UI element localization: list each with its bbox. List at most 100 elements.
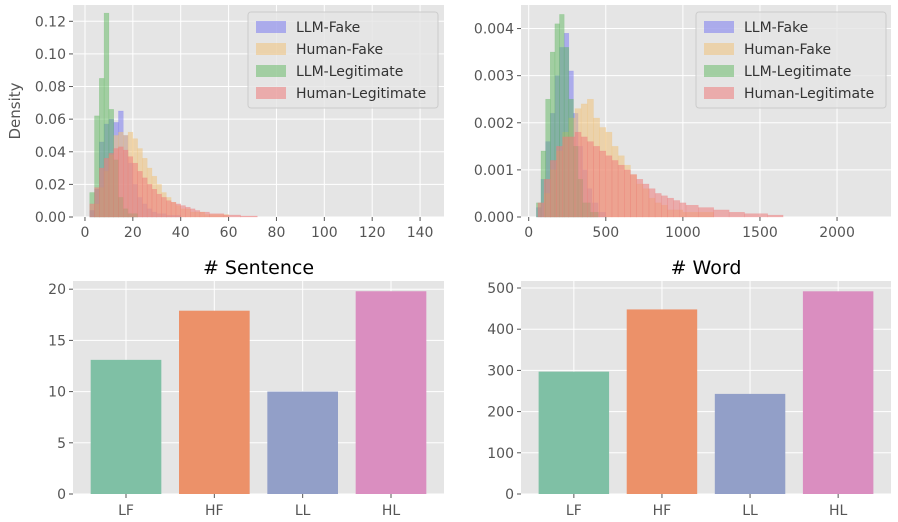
histogram-bar (199, 211, 210, 218)
bar-hf (179, 310, 250, 494)
y-tick-label: 0.06 (35, 112, 66, 128)
x-tick-label: 2000 (819, 225, 855, 241)
histogram-bar (137, 171, 143, 218)
histogram-bar (587, 141, 594, 218)
histogram-bar (543, 179, 551, 218)
legend-swatch (256, 87, 286, 99)
y-tick-label: 300 (487, 363, 514, 379)
histogram-bar (146, 184, 153, 218)
y-tick-label: 0.04 (35, 145, 66, 161)
legend-label: Human-Legitimate (744, 86, 874, 102)
histogram-bar (108, 153, 114, 218)
histogram-bar (661, 195, 668, 218)
series-human-legitimate (537, 131, 784, 218)
legend-box (247, 11, 439, 109)
legend-swatch (704, 21, 734, 33)
histogram-bar (161, 197, 167, 218)
histogram-bar (642, 183, 650, 218)
histogram-bar (142, 177, 148, 218)
y-tick-label: 0.02 (35, 177, 66, 193)
x-tick-label: 1500 (742, 225, 778, 241)
histogram-bar (654, 193, 662, 218)
x-tick-label: 20 (124, 225, 142, 241)
histogram-bar (624, 169, 631, 218)
y-tick-label: 400 (487, 322, 514, 338)
x-tick-label: LF (566, 503, 582, 519)
y-tick-label: 0 (57, 487, 66, 503)
histogram-bar (194, 210, 201, 218)
histogram-bar (698, 207, 714, 218)
legend-label: LLM-Legitimate (296, 64, 403, 80)
histogram-bar (170, 202, 177, 218)
chart-title: # Sentence (203, 257, 314, 279)
y-tick-label: 0.12 (35, 14, 66, 30)
x-tick-label: 100 (311, 225, 338, 241)
legend: LLM-Fake Human-Fake LLM-Legitimate Human-Le… (247, 11, 439, 109)
y-tick-label: 100 (487, 446, 514, 462)
histogram-bar (118, 146, 124, 218)
x-tick-label: 0 (81, 225, 90, 241)
histogram-bar (103, 158, 110, 218)
y-axis-label: Density (6, 82, 24, 139)
histogram-bar (209, 213, 225, 218)
y-tick-label: 0.10 (35, 47, 66, 63)
legend-label: LLM-Fake (744, 20, 808, 36)
histogram-bar (648, 188, 656, 218)
histogram-bar (728, 212, 745, 218)
histogram-bar (685, 204, 699, 218)
histogram-bar (89, 203, 95, 218)
histogram-bar (673, 200, 681, 218)
histogram-bar (744, 213, 768, 218)
histogram-bar (99, 167, 105, 218)
histogram-bar (617, 164, 625, 218)
y-tick-label: 0.002 (474, 116, 514, 132)
histogram-bar (127, 156, 134, 218)
bar-lf (90, 359, 162, 494)
histogram-bar (636, 179, 644, 218)
histogram-bar (667, 197, 674, 218)
legend-label: Human-Fake (296, 42, 383, 58)
y-tick-label: 200 (487, 405, 514, 421)
histogram-bar (593, 146, 600, 218)
histogram-bar (580, 136, 588, 218)
y-tick-label: 10 (48, 385, 66, 401)
bar-ll (714, 393, 786, 494)
bar-hl (355, 291, 427, 494)
histogram-bar (568, 136, 576, 218)
legend-box (695, 11, 887, 109)
histogram-bar (223, 214, 241, 218)
x-tick-label: 120 (359, 225, 386, 241)
y-tick-label: 15 (48, 333, 66, 349)
x-tick-label: HF (205, 503, 224, 519)
legend-label: LLM-Legitimate (744, 64, 851, 80)
legend-swatch (256, 21, 286, 33)
bar-hf (626, 309, 698, 494)
histogram-bar (550, 160, 557, 218)
legend-label: Human-Fake (744, 42, 831, 58)
histogram-bar (630, 174, 637, 218)
y-tick-label: 0 (505, 487, 514, 503)
histogram-bar (166, 200, 172, 218)
histogram-bar (185, 206, 191, 218)
histogram-bar (574, 131, 582, 218)
y-tick-label: 0.000 (474, 210, 514, 226)
x-tick-label: 60 (220, 225, 238, 241)
bar-ll (267, 391, 338, 494)
histogram-bar (611, 160, 619, 218)
series-human-legitimate (89, 146, 258, 218)
y-tick-label: 0.00 (35, 210, 66, 226)
histogram-bar (599, 150, 607, 218)
y-tick-label: 5 (57, 436, 66, 452)
legend-label: LLM-Fake (296, 20, 360, 36)
chart-4: LF HF LL HL 0 100 200 300 400 500 # Word (487, 257, 891, 519)
histogram-bar (605, 155, 613, 218)
x-tick-label: 1000 (665, 225, 701, 241)
y-tick-label: 0.001 (474, 163, 514, 179)
x-tick-label: 0 (524, 225, 533, 241)
x-tick-label: HL (829, 503, 848, 519)
legend-swatch (704, 43, 734, 55)
legend-swatch (256, 43, 286, 55)
histogram-bar (240, 215, 258, 218)
legend-label: Human-Legitimate (296, 86, 426, 102)
x-tick-label: LF (118, 503, 134, 519)
